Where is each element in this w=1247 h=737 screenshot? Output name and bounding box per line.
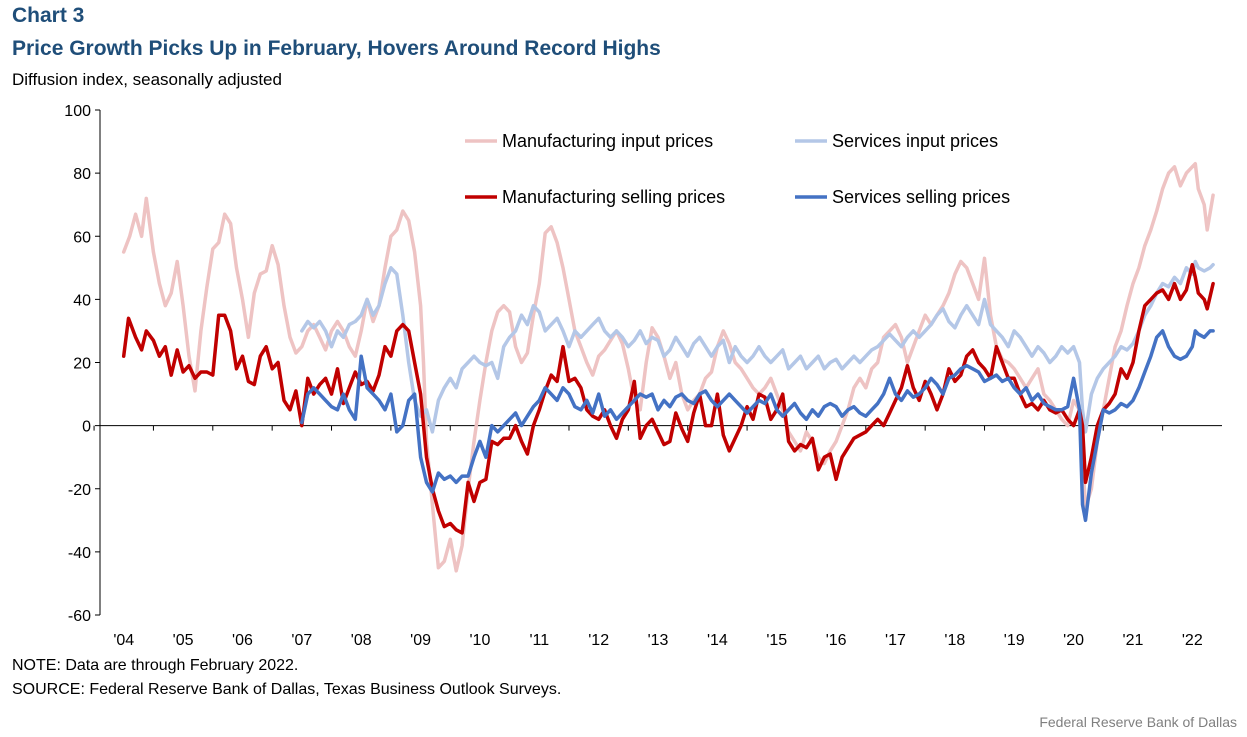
x-tick-label: '13 [648, 632, 669, 649]
chart-source: SOURCE: Federal Reserve Bank of Dallas, … [12, 681, 562, 698]
publisher-credit: Federal Reserve Bank of Dallas [1039, 714, 1237, 730]
series-mfg-input-prices [121, 161, 1215, 573]
legend-label-mfg-input: Manufacturing input prices [502, 131, 713, 151]
x-tick-label: '04 [113, 632, 134, 649]
y-tick-label: -40 [68, 545, 91, 562]
y-axis-unit-label: Diffusion index, seasonally adjusted [12, 70, 282, 89]
x-tick-label: '08 [351, 632, 372, 649]
series-svc-selling-prices [300, 329, 1215, 523]
x-tick-label: '22 [1182, 632, 1203, 649]
series-lines [121, 161, 1215, 573]
x-tick-label: '14 [707, 632, 728, 649]
x-tick-label: '15 [766, 632, 787, 649]
x-tick-label: '16 [826, 632, 847, 649]
series-svc-input-prices [300, 259, 1215, 434]
x-tick-label: '20 [1063, 632, 1084, 649]
y-axis: 100 80 60 40 20 0 -20 -40 -60 [64, 103, 101, 625]
y-tick-label: 40 [73, 292, 91, 309]
chart-number-label: Chart 3 [12, 4, 85, 27]
y-tick-label: 20 [73, 356, 91, 373]
y-tick-label: -20 [68, 482, 91, 499]
x-tick-label: '09 [410, 632, 431, 649]
x-tick-label: '17 [885, 632, 906, 649]
legend: Manufacturing input prices Services inpu… [465, 131, 1010, 207]
y-tick-label: 80 [73, 166, 91, 183]
y-tick-label: 60 [73, 229, 91, 246]
x-tick-label: '07 [291, 632, 312, 649]
y-tick-label: 0 [82, 419, 91, 436]
y-tick-label: -60 [68, 608, 91, 625]
chart-title: Price Growth Picks Up in February, Hover… [12, 37, 661, 60]
y-tick-label: 100 [64, 103, 91, 120]
x-tick-label: '10 [470, 632, 491, 649]
chart-note: NOTE: Data are through February 2022. [12, 657, 299, 674]
x-tick-label: '11 [529, 632, 549, 649]
x-axis: '04 '05 '06 '07 '08 '09 '10 '11 '12 '13 '14 '15 '16 '… [93, 425, 1222, 649]
x-tick-label: '19 [1004, 632, 1025, 649]
x-tick-label: '21 [1123, 632, 1144, 649]
legend-label-svc-selling: Services selling prices [832, 187, 1010, 207]
x-tick-label: '12 [588, 632, 609, 649]
x-tick-label: '18 [944, 632, 965, 649]
x-tick-label: '05 [173, 632, 194, 649]
legend-label-svc-input: Services input prices [832, 131, 998, 151]
legend-label-mfg-selling: Manufacturing selling prices [502, 187, 725, 207]
x-tick-label: '06 [232, 632, 253, 649]
